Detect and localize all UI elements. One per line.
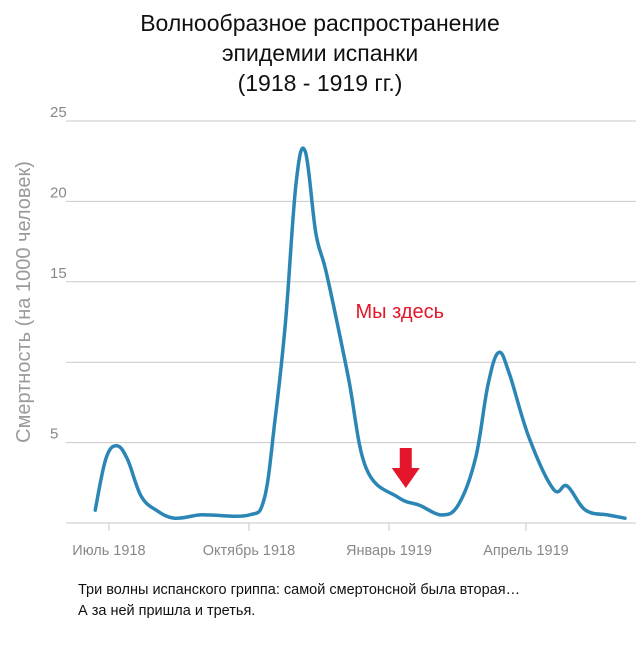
data-point [139,494,142,497]
data-point [155,509,158,512]
data-point [397,496,400,499]
y-tick-label: 5 [50,426,58,443]
x-tick-labels: Июль 1918 Октябрь 1918 Январь 1919 Апрель 1… [72,523,569,559]
data-points [94,150,627,520]
data-point [528,436,531,439]
data-point [458,502,461,505]
data-point [304,150,307,153]
data-point [197,513,200,516]
annotation-label: Мы здесь [356,301,445,323]
data-point [566,485,569,488]
data-point [115,444,118,447]
title-line-3: (1918 - 1919 гг.) [237,70,403,96]
data-point [126,457,129,460]
x-tick-label: Июль 1918 [72,543,145,559]
data-point [284,321,287,324]
data-point [623,517,626,520]
data-point [486,383,489,386]
chart-title: Волнообразное распространение эпидемии и… [0,8,640,98]
data-point [295,181,298,184]
x-tick-label: Апрель 1919 [483,543,568,559]
data-point [441,513,444,516]
data-point [273,420,276,423]
data-point [418,504,421,507]
y-tick-label: 15 [50,265,67,282]
data-point [104,457,107,460]
mortality-series-line [93,146,627,521]
x-tick-label: Январь 1919 [346,543,432,559]
x-tick-label: Октябрь 1918 [203,543,296,559]
y-tick-label: 25 [50,104,67,121]
y-tick-labels: 5 15 20 25 [50,104,67,443]
data-point [365,467,368,470]
data-point [173,517,176,520]
data-point [346,374,349,377]
data-point [552,488,555,491]
data-point [208,513,211,516]
data-point [497,351,500,354]
data-point [263,497,266,500]
data-point [94,509,97,512]
down-arrow-icon [391,448,420,488]
caption-line-2: А за ней пришла и третья. [78,603,256,619]
y-tick-label: 20 [50,184,67,201]
chart-caption: Три волны испанского гриппа: самой смерт… [78,580,638,622]
title-line-1: Волнообразное распространение [140,10,500,36]
data-point [314,232,317,235]
data-point [325,272,328,275]
data-point [474,456,477,459]
data-point [584,509,587,512]
title-line-2: эпидемии испанки [221,40,419,66]
data-point [247,513,250,516]
grid-lines [66,120,636,524]
caption-line-1: Три волны испанского гриппа: самой смерт… [78,582,521,598]
data-point [607,513,610,516]
y-axis-label: Смертность (на 1000 человек) [13,161,35,443]
data-point [508,372,511,375]
